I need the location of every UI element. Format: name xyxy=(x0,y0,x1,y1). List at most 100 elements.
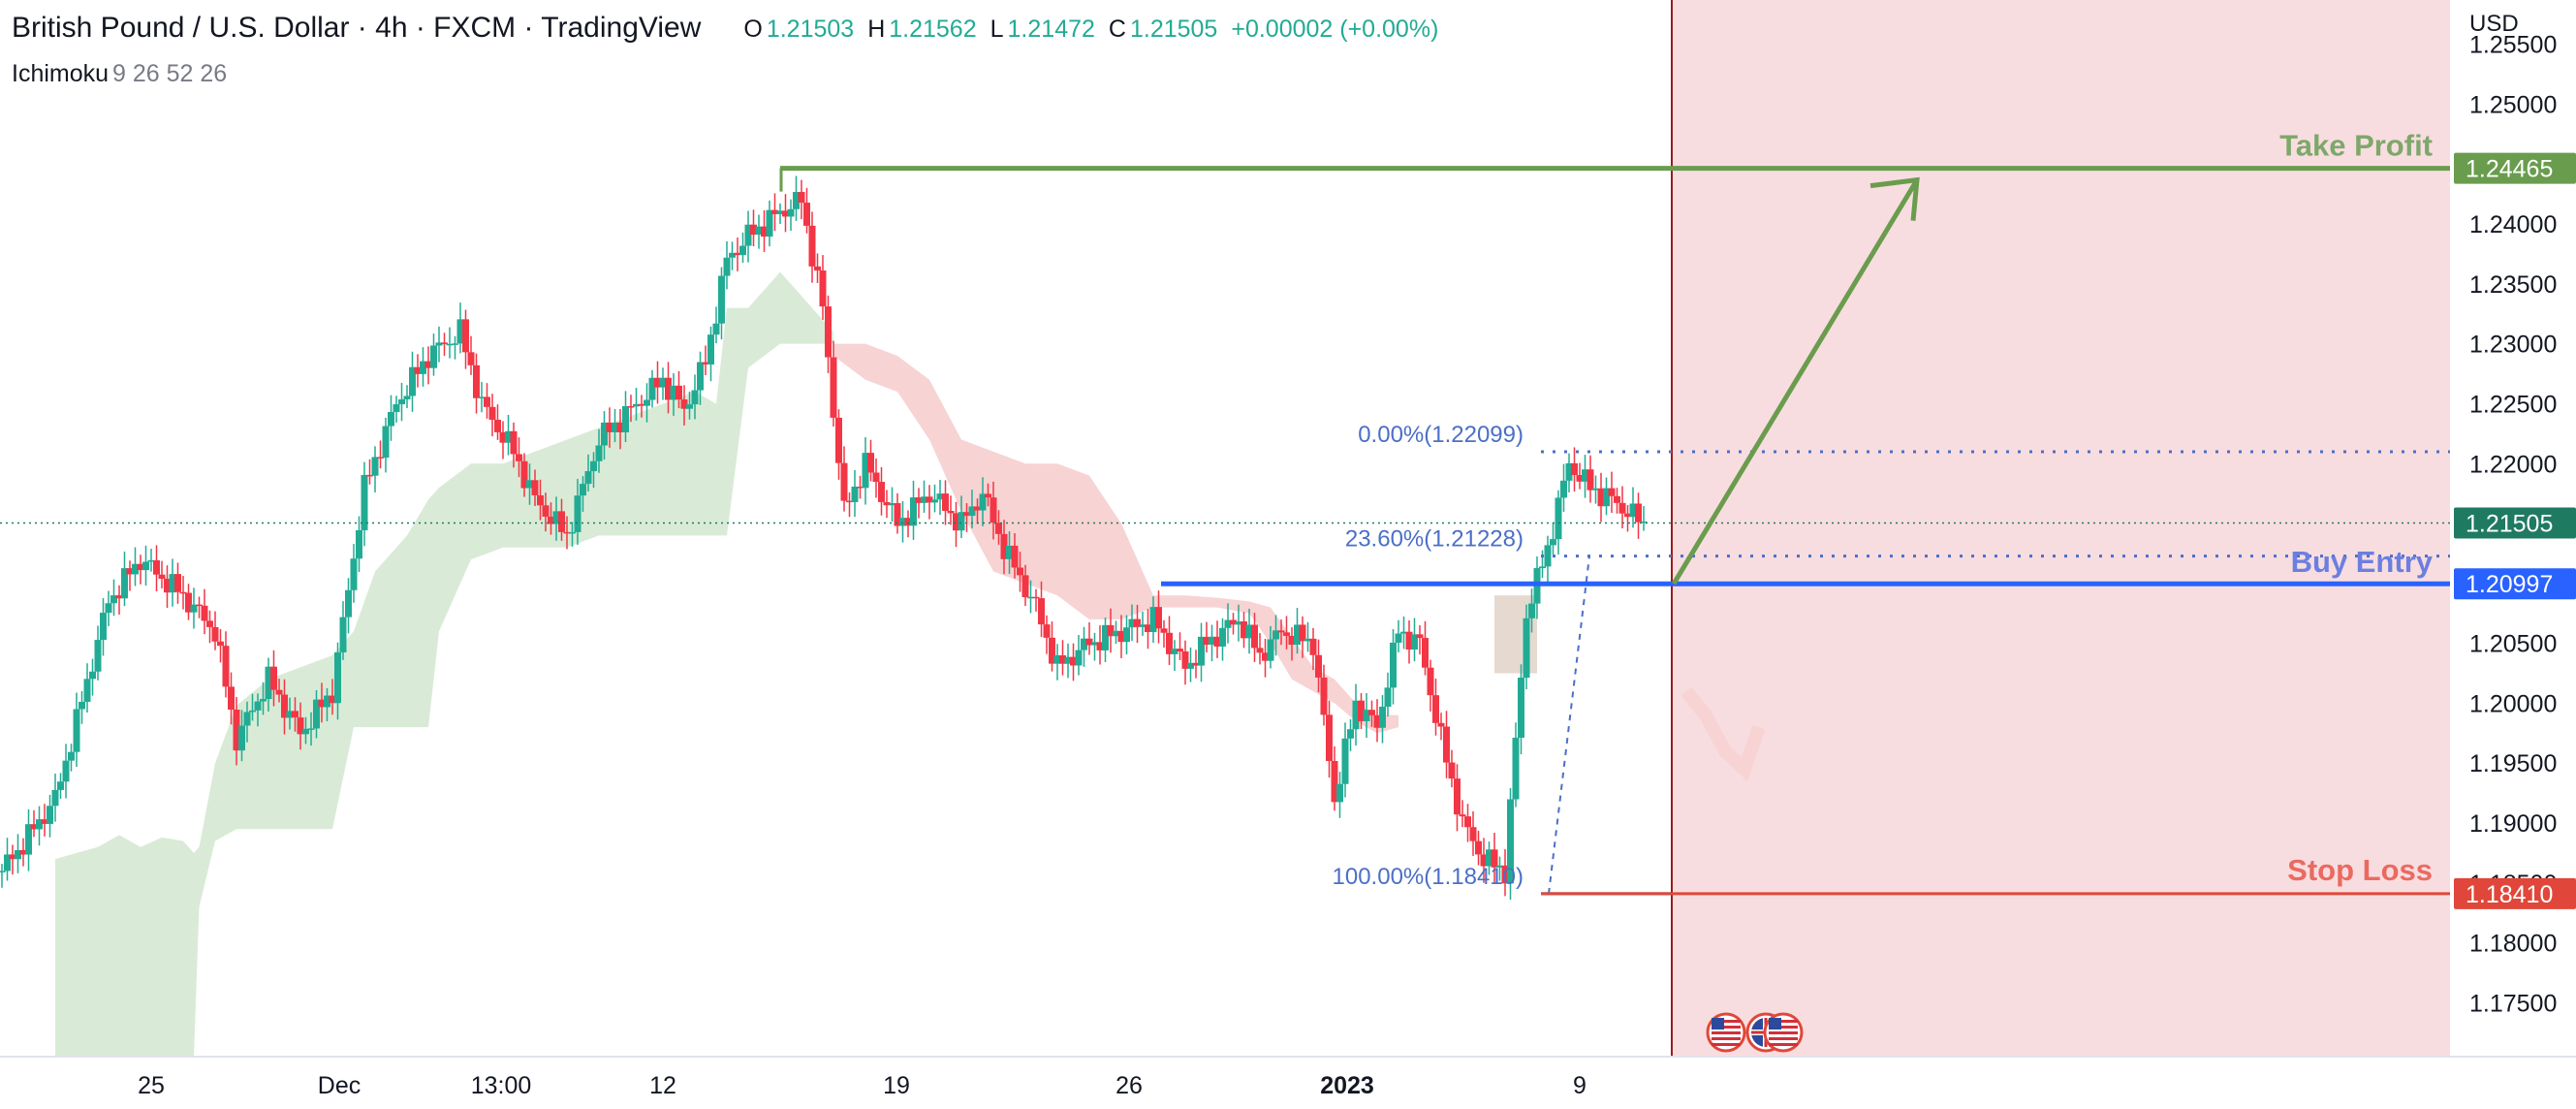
candle[interactable] xyxy=(1075,635,1083,676)
candle[interactable] xyxy=(121,551,128,607)
candle[interactable] xyxy=(953,501,959,548)
candle[interactable] xyxy=(516,437,522,478)
candle[interactable] xyxy=(974,498,981,524)
candle[interactable] xyxy=(452,335,458,360)
candle[interactable] xyxy=(1256,633,1264,665)
symbol-title[interactable]: British Pound / U.S. Dollar · 4h · FXCM … xyxy=(12,12,702,44)
candle[interactable] xyxy=(190,587,198,629)
candle[interactable] xyxy=(430,333,437,376)
candle[interactable] xyxy=(1341,722,1349,798)
candle[interactable] xyxy=(835,409,842,480)
candle[interactable] xyxy=(1373,699,1381,743)
candle[interactable] xyxy=(1571,447,1578,492)
candle[interactable] xyxy=(1432,679,1439,736)
candle[interactable] xyxy=(1512,722,1520,808)
candle[interactable] xyxy=(1145,609,1151,650)
candle[interactable] xyxy=(979,477,987,526)
candle[interactable] xyxy=(1113,620,1119,645)
candle[interactable] xyxy=(537,479,544,521)
candle[interactable] xyxy=(142,545,149,586)
candle[interactable] xyxy=(910,480,917,540)
candle[interactable] xyxy=(526,463,533,505)
candle[interactable] xyxy=(739,232,746,264)
candle[interactable] xyxy=(542,492,550,532)
candle[interactable] xyxy=(1629,487,1637,528)
candle[interactable] xyxy=(275,679,283,703)
candle[interactable] xyxy=(958,495,965,539)
candle[interactable] xyxy=(206,610,213,644)
candle[interactable] xyxy=(1085,621,1093,655)
candle[interactable] xyxy=(1064,643,1072,679)
candle[interactable] xyxy=(889,487,895,522)
candle[interactable] xyxy=(878,466,885,516)
candle[interactable] xyxy=(702,345,709,376)
candle[interactable] xyxy=(1528,588,1535,633)
candle[interactable] xyxy=(558,498,565,541)
candle[interactable] xyxy=(644,383,650,423)
candle[interactable] xyxy=(766,200,773,247)
candle[interactable] xyxy=(1618,486,1626,529)
candle[interactable] xyxy=(57,773,64,799)
candle[interactable] xyxy=(712,306,720,344)
candle[interactable] xyxy=(776,203,784,224)
candle[interactable] xyxy=(569,522,576,547)
candle[interactable] xyxy=(100,598,107,656)
candle[interactable] xyxy=(691,374,699,420)
candle[interactable] xyxy=(83,663,91,713)
candle[interactable] xyxy=(648,369,656,408)
candle[interactable] xyxy=(15,834,21,873)
candle[interactable] xyxy=(484,383,490,419)
candle[interactable] xyxy=(1347,718,1354,751)
candle[interactable] xyxy=(1523,604,1530,690)
candle[interactable] xyxy=(531,469,539,506)
candle[interactable] xyxy=(4,838,11,881)
candle[interactable] xyxy=(1096,625,1104,665)
candle[interactable] xyxy=(1400,616,1407,650)
candle[interactable] xyxy=(1299,616,1306,658)
candle[interactable] xyxy=(153,545,160,592)
candle[interactable] xyxy=(1309,627,1317,671)
candle[interactable] xyxy=(1160,619,1168,649)
candle[interactable] xyxy=(94,625,102,681)
candle[interactable] xyxy=(1560,463,1567,512)
candle[interactable] xyxy=(313,689,320,739)
candle[interactable] xyxy=(1326,700,1333,778)
candle[interactable] xyxy=(137,554,144,585)
candle[interactable] xyxy=(665,362,672,414)
candle[interactable] xyxy=(260,681,267,715)
candle[interactable] xyxy=(47,794,53,838)
take-profit-price[interactable]: 1.24465 xyxy=(2454,152,2576,184)
candle[interactable] xyxy=(1192,650,1200,679)
candle[interactable] xyxy=(1155,590,1162,644)
candle[interactable] xyxy=(302,716,309,745)
candle[interactable] xyxy=(659,367,667,400)
candle[interactable] xyxy=(1368,700,1375,727)
candle[interactable] xyxy=(1422,620,1429,676)
candle[interactable] xyxy=(947,495,955,525)
candle[interactable] xyxy=(814,253,821,283)
candle[interactable] xyxy=(862,437,869,505)
candle[interactable] xyxy=(595,428,603,473)
candle[interactable] xyxy=(1134,604,1141,644)
candle[interactable] xyxy=(1416,625,1424,655)
candle[interactable] xyxy=(627,395,635,423)
candle[interactable] xyxy=(1224,603,1232,644)
candle[interactable] xyxy=(1544,535,1552,584)
candle[interactable] xyxy=(729,241,736,270)
candle[interactable] xyxy=(1107,608,1115,653)
candle[interactable] xyxy=(1586,455,1594,503)
candle[interactable] xyxy=(1635,492,1642,539)
candle[interactable] xyxy=(580,476,586,512)
candle[interactable] xyxy=(1235,604,1242,642)
candle[interactable] xyxy=(1640,506,1648,531)
candle[interactable] xyxy=(883,490,891,519)
candle[interactable] xyxy=(894,492,901,534)
candle[interactable] xyxy=(1294,608,1301,654)
candle[interactable] xyxy=(638,395,645,418)
candle[interactable] xyxy=(563,516,571,550)
candle[interactable] xyxy=(62,744,70,799)
candle[interactable] xyxy=(110,579,117,617)
candle[interactable] xyxy=(942,480,949,525)
candle[interactable] xyxy=(590,452,597,489)
candle[interactable] xyxy=(1187,647,1194,682)
